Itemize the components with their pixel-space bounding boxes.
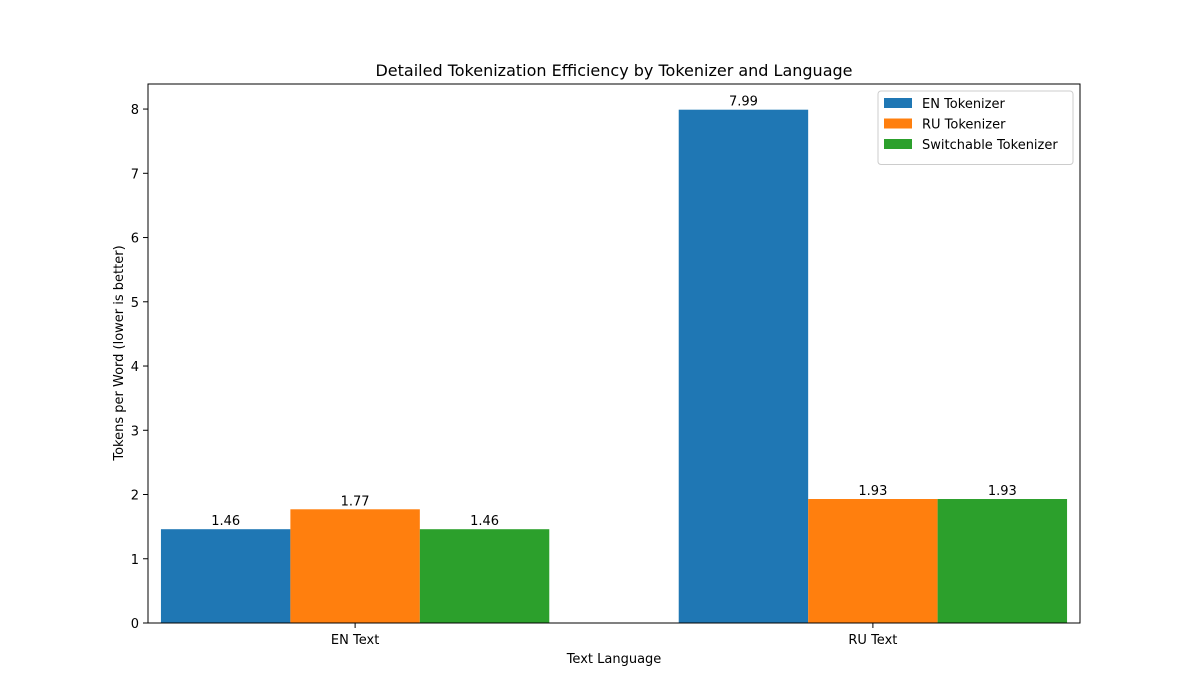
- y-tick-label: 5: [131, 296, 139, 311]
- y-tick-label: 1: [131, 553, 139, 568]
- bar-en-tokenizer-en-text: [160, 529, 291, 623]
- x-axis-label: Text Language: [566, 652, 662, 667]
- x-tick-label: EN Text: [331, 633, 379, 648]
- y-tick-label: 3: [131, 424, 139, 439]
- bar-en-tokenizer-ru-text: [678, 109, 809, 623]
- y-tick-label: 6: [131, 232, 139, 247]
- chart-title: Detailed Tokenization Efficiency by Toke…: [375, 61, 852, 80]
- y-tick-label: 8: [131, 103, 139, 118]
- legend-label: EN Tokenizer: [922, 97, 1005, 112]
- y-tick-label: 0: [131, 617, 139, 632]
- bar-value-label: 1.46: [470, 514, 499, 529]
- y-tick-label: 7: [131, 167, 139, 182]
- x-tick-label: RU Text: [848, 633, 897, 648]
- bar-value-label: 1.77: [341, 494, 370, 509]
- y-tick-label: 4: [131, 360, 139, 375]
- legend-label: RU Tokenizer: [922, 118, 1006, 133]
- bar-value-label: 1.46: [211, 514, 240, 529]
- y-tick-label: 2: [131, 489, 139, 504]
- legend: EN Tokenizer RU Tokenizer Switchable Token…: [877, 90, 1074, 165]
- bar-ru-tokenizer-en-text: [290, 509, 420, 623]
- y-axis: 0 1 2 3 4 5 6 7 8: [131, 103, 148, 632]
- bar-value-label: 1.93: [988, 484, 1017, 499]
- legend-swatch: [884, 139, 912, 149]
- bar-labels-group: 1.46 7.99 1.77 1.93 1.46 1.93: [211, 95, 1017, 530]
- x-axis: EN Text RU Text: [331, 623, 897, 648]
- bar-value-label: 1.93: [858, 484, 887, 499]
- plot-frame: [147, 83, 1081, 624]
- bars-group: [160, 109, 1068, 623]
- legend-swatch: [884, 98, 912, 108]
- bar-switchable-tokenizer-en-text: [419, 529, 550, 623]
- bar-ru-tokenizer-ru-text: [808, 499, 938, 623]
- bar-switchable-tokenizer-ru-text: [937, 499, 1068, 623]
- bar-value-label: 7.99: [729, 95, 758, 110]
- y-axis-label: Tokens per Word (lower is better): [112, 245, 127, 461]
- legend-label: Switchable Tokenizer: [922, 138, 1058, 153]
- legend-swatch: [884, 118, 912, 129]
- legend-frame: [877, 90, 1074, 165]
